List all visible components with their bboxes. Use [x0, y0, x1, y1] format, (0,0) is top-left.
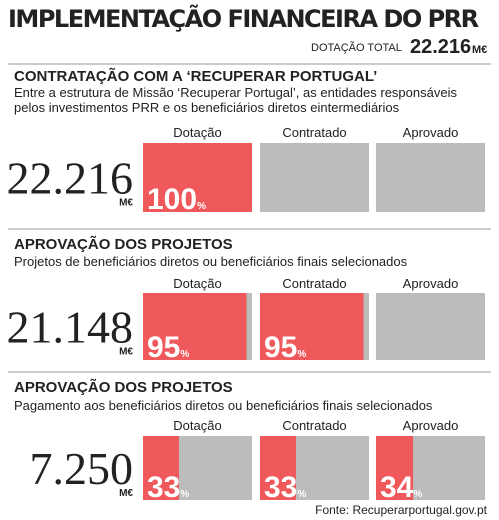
column-header: Contratado: [282, 125, 346, 140]
percent-value: 95: [264, 331, 297, 364]
percent-label: 95%: [264, 331, 306, 364]
percent-sign: %: [413, 489, 422, 500]
percent-value: 34: [380, 471, 414, 504]
section-heading: CONTRATAÇÃO COM A ‘RECUPERAR PORTUGAL’: [14, 67, 377, 85]
column-header: Dotação: [173, 125, 221, 140]
percent-sign: %: [180, 489, 189, 500]
amount: 21.148: [7, 302, 134, 353]
column-header: Aprovado: [403, 276, 459, 291]
percent-label: 95%: [147, 331, 189, 364]
cell-background: [260, 143, 369, 212]
percent-label: 33%: [264, 471, 306, 504]
column-header: Dotação: [173, 418, 221, 433]
section-description: Projetos de beneficiários diretos ou ben…: [14, 254, 408, 269]
column-header: Aprovado: [403, 418, 459, 433]
amount-unit: M€: [119, 347, 133, 358]
percent-label: 33%: [147, 471, 189, 504]
column-header: Dotação: [173, 276, 221, 291]
column-header: Aprovado: [403, 125, 459, 140]
cell-background: [376, 143, 485, 212]
source: Fonte: Recuperarportugal.gov.pt: [315, 503, 488, 517]
progress-bar: [143, 143, 252, 212]
percent-sign: %: [197, 201, 206, 212]
progress-bar: [260, 436, 296, 500]
percent-value: 95: [147, 331, 180, 364]
column-header: Contratado: [282, 276, 346, 291]
cell-background: [376, 293, 485, 360]
amount-unit: M€: [119, 198, 133, 209]
percent-value: 100: [147, 183, 197, 216]
total-label: DOTAÇÃO TOTAL: [311, 41, 402, 54]
percent-value: 33: [264, 471, 297, 504]
total-unit: M€: [472, 44, 487, 56]
percent-sign: %: [297, 349, 306, 360]
percent-sign: %: [297, 489, 306, 500]
title: IMPLEMENTAÇÃO FINANCEIRA DO PRR: [8, 4, 479, 33]
percent-sign: %: [180, 349, 189, 360]
amount: 22.216: [7, 153, 134, 204]
section-heading: APROVAÇÃO DOS PROJETOS: [14, 235, 233, 253]
amount: 7.250: [30, 443, 134, 494]
progress-bar: [260, 293, 364, 360]
section-description: Pagamento aos beneficiários diretos ou b…: [14, 398, 433, 413]
total-amount: 22.216: [410, 36, 471, 58]
column-header: Contratado: [282, 418, 346, 433]
amount-unit: M€: [119, 488, 133, 499]
progress-bar: [143, 436, 179, 500]
section-heading: APROVAÇÃO DOS PROJETOS: [14, 378, 233, 396]
progress-bar: [376, 436, 414, 500]
section-description: Entre a estrutura de Missão ‘Recuperar P…: [14, 85, 457, 100]
percent-label: 34%: [380, 471, 422, 504]
progress-bar: [143, 293, 247, 360]
percent-label: 100%: [147, 183, 206, 216]
percent-value: 33: [147, 471, 180, 504]
section-description: pelos investimentos PRR e os beneficiári…: [14, 100, 400, 115]
